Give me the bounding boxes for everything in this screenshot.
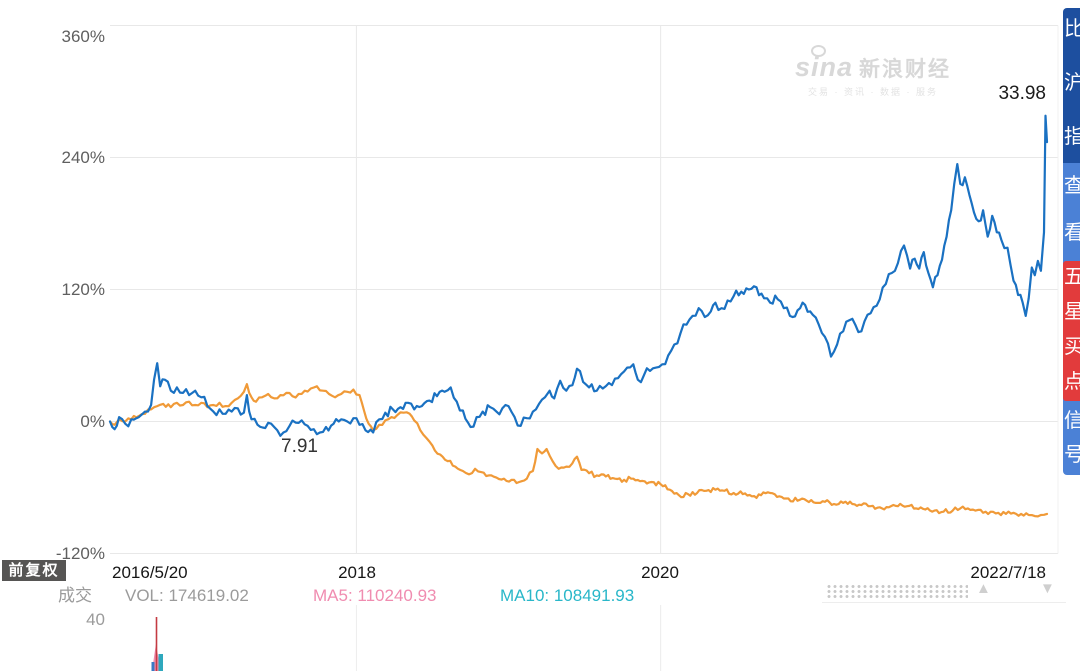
ribbon-char: 查 — [1064, 175, 1080, 197]
ribbon-char: 星 — [1064, 301, 1080, 323]
ribbon-char: 号 — [1064, 444, 1080, 466]
sina-watermark: sina 新浪财经 交易 · 资讯 · 数据 · 服务 — [788, 45, 958, 98]
slider-dots-handle[interactable] — [826, 584, 968, 598]
y-axis-label: 240% — [61, 147, 105, 167]
ribbon-char: 买 — [1064, 336, 1080, 358]
sidebar-buy-signal-button[interactable]: 查看五星买点信号 — [1063, 163, 1080, 475]
watermark-name: 新浪财经 — [859, 58, 952, 81]
ribbon-char: 指 — [1064, 126, 1080, 148]
ribbon-char: 看 — [1064, 222, 1080, 244]
ribbon-char: 五 — [1064, 266, 1080, 288]
price-high-label: 33.98 — [998, 83, 1046, 104]
vol-value: VOL: 174619.02 — [125, 586, 249, 605]
ribbon-char: 信 — [1064, 410, 1080, 432]
ribbon-char: 点 — [1064, 371, 1080, 393]
ribbon-char: 比 — [1064, 18, 1080, 40]
series-stock-price-pct — [108, 114, 1049, 437]
series-benchmark-pct — [108, 383, 1049, 518]
ma5-value: MA5: 110240.93 — [313, 586, 437, 605]
price-low-label: 7.91 — [281, 436, 318, 457]
y-axis-label: 0% — [80, 411, 105, 431]
x-axis-label: 2018 — [338, 563, 376, 582]
ma10-value: MA10: 108491.93 — [500, 586, 635, 605]
five-star-highlight — [1063, 261, 1080, 401]
scroll-up-icon[interactable]: ▲ — [976, 580, 991, 597]
ribbon-char: 沪 — [1064, 72, 1080, 94]
x-axis-label: 2022/7/18 — [970, 563, 1046, 582]
y-axis-label: 360% — [61, 27, 105, 46]
sidebar-compare-index-button[interactable]: 比沪指 — [1063, 8, 1080, 163]
adjust-mode-badge[interactable]: 前复权 — [2, 560, 66, 581]
x-axis-label: 2016/5/20 — [112, 563, 188, 582]
y-axis-label: -120% — [55, 543, 105, 563]
volume-pane-label: 成交 — [58, 586, 92, 605]
volume-bar-teal — [158, 654, 163, 671]
slider-rule — [822, 602, 1066, 603]
scroll-down-icon[interactable]: ▼ — [1040, 580, 1055, 597]
volume-bar-blue — [151, 662, 155, 671]
x-axis-label: 2020 — [641, 563, 679, 582]
volume-scale-label: 40 — [86, 610, 105, 629]
y-axis-label: 120% — [61, 279, 105, 299]
watermark-tagline: 交易 · 资讯 · 数据 · 服务 — [808, 87, 938, 97]
sina-logo-icon: sina — [795, 45, 853, 83]
